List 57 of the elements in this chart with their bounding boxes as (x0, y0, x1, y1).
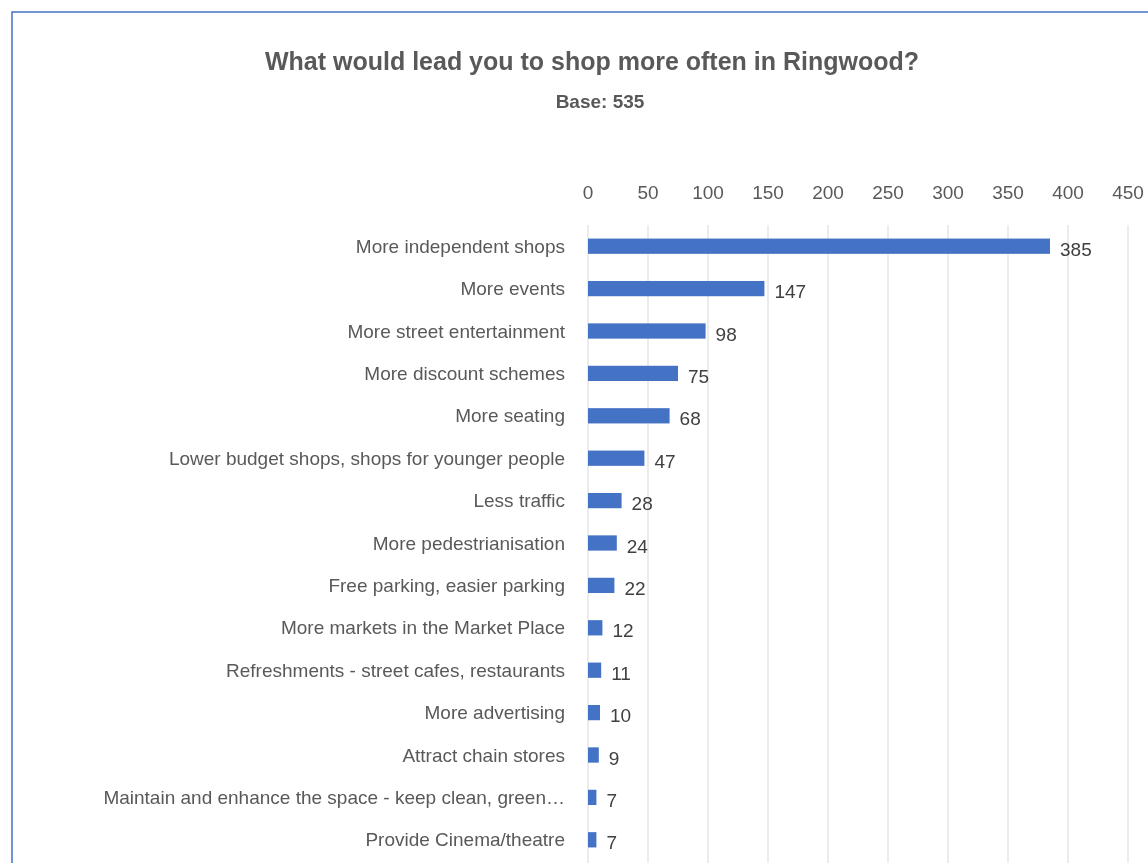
x-tick-label: 0 (582, 182, 594, 203)
x-tick-label: 150 (752, 182, 784, 203)
bar (588, 747, 599, 763)
data-label: 47 (654, 450, 676, 472)
y-tick-label: Refreshments - street cafes, restaurants (226, 659, 565, 681)
data-label: 10 (610, 705, 632, 727)
x-tick-label: 300 (932, 182, 964, 203)
data-label: 98 (715, 323, 737, 345)
bar (588, 365, 678, 382)
bar (588, 662, 602, 678)
bar (588, 238, 1050, 254)
y-tick-label: More discount schemes (364, 363, 565, 385)
x-tick-label: 100 (692, 182, 724, 203)
chart-subtitle: Base: 535 (555, 91, 645, 112)
data-label: 22 (624, 578, 646, 600)
y-tick-label: Less traffic (473, 490, 565, 512)
y-tick-label: Attract chain stores (402, 744, 565, 766)
data-label: 9 (608, 747, 620, 769)
bar (588, 408, 670, 424)
data-label: 7 (606, 832, 617, 854)
bar (588, 704, 600, 721)
bar (588, 577, 615, 594)
data-label: 12 (612, 620, 634, 642)
bar (588, 492, 622, 509)
y-tick-label: More seating (455, 405, 565, 427)
bar (588, 620, 603, 636)
data-label: 385 (1060, 238, 1092, 260)
data-label: 147 (774, 281, 807, 303)
bar (588, 535, 617, 551)
bar (588, 832, 597, 848)
bar (588, 450, 645, 466)
chart-title: What would lead you to shop more often in Ringwood? (264, 47, 920, 75)
y-tick-label: More independent shops (355, 235, 565, 257)
data-label: 11 (611, 662, 631, 684)
y-tick-label: Free parking, easier parking (328, 575, 565, 597)
y-tick-label: More pedestrianisation (372, 532, 565, 554)
data-label: 24 (626, 535, 649, 557)
x-tick-label: 400 (1052, 182, 1084, 203)
bar (588, 323, 706, 339)
y-tick-label: More street entertainment (347, 320, 566, 342)
x-tick-label: 250 (872, 182, 904, 203)
x-tick-label: 350 (992, 182, 1024, 203)
y-tick-label: Provide Cinema/theatre (365, 829, 565, 851)
y-tick-label: More events (460, 278, 565, 300)
data-label: 28 (631, 493, 653, 515)
data-label: 68 (679, 408, 701, 430)
x-tick-label: 200 (812, 182, 844, 203)
bar (588, 280, 765, 297)
x-tick-label: 450 (1112, 182, 1144, 203)
data-label: 7 (606, 790, 617, 812)
x-tick-label: 50 (637, 182, 659, 203)
y-tick-label: More advertising (424, 702, 565, 724)
y-tick-label: Lower budget shops, shops for younger people (168, 447, 565, 469)
y-tick-label: Maintain and enhance the space - keep clean, green… (103, 787, 565, 809)
bar (588, 789, 597, 806)
data-label: 75 (688, 366, 710, 388)
y-tick-label: More markets in the Market Place (280, 617, 565, 639)
